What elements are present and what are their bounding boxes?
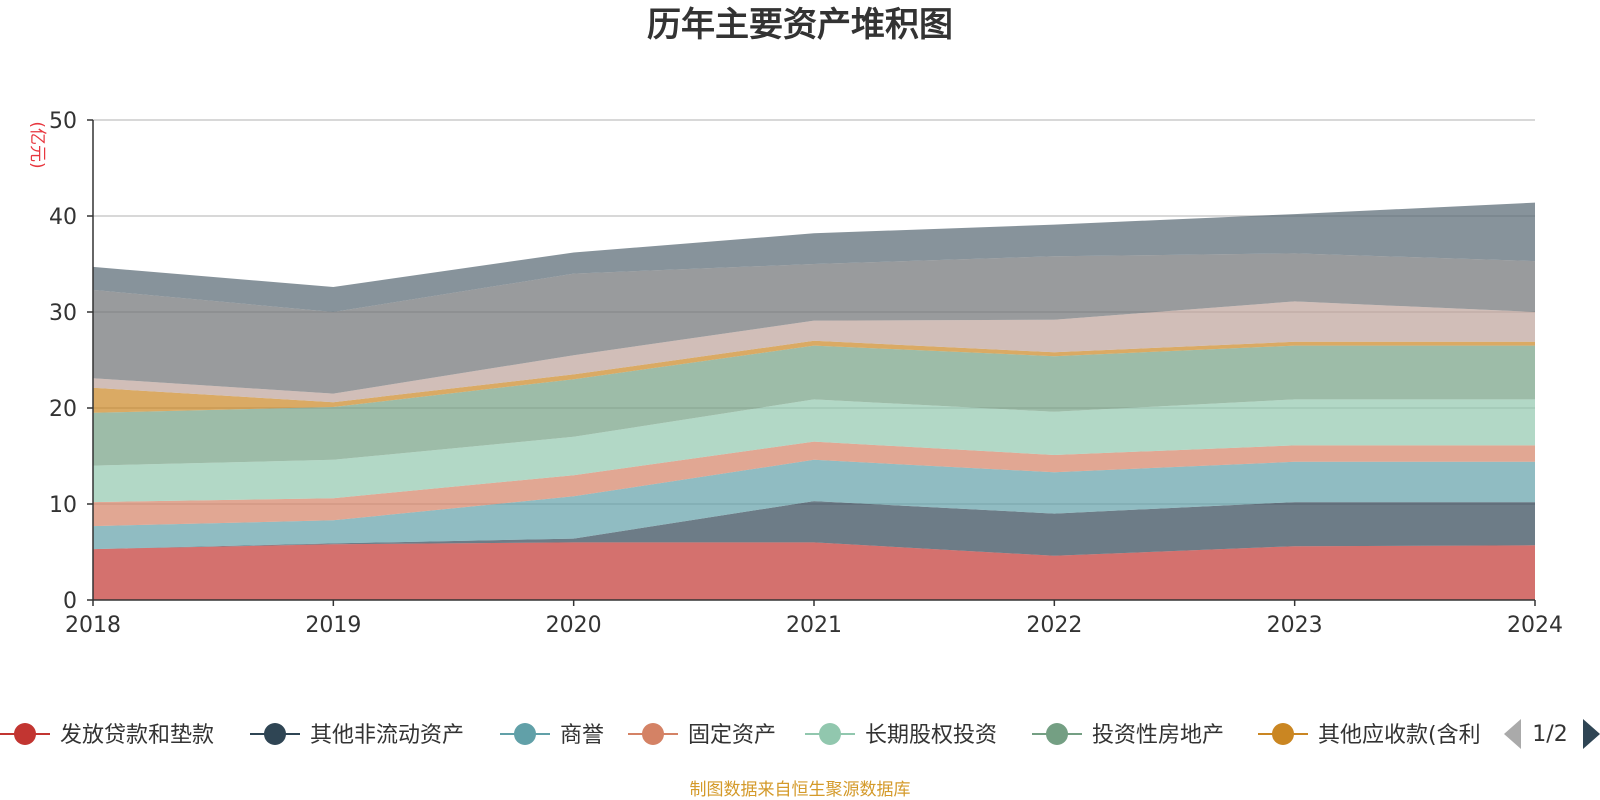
y-tick-label: 30 xyxy=(49,301,77,326)
area-series-8[interactable] xyxy=(93,301,1535,403)
area-series-5[interactable] xyxy=(93,399,1535,503)
y-tick-label: 40 xyxy=(49,205,77,230)
legend[interactable]: 发放贷款和垫款 其他非流动资产 商誉 固定资产 长期股权投资 投资性房地产 其他应收款(含利 xyxy=(0,723,1481,748)
x-tick-label: 2019 xyxy=(305,613,361,638)
source-note: 制图数据来自恒生聚源数据库 xyxy=(690,780,911,800)
y-tick-label: 10 xyxy=(49,493,77,518)
area-series-4[interactable] xyxy=(93,441,1535,527)
legend-items: 发放贷款和垫款 其他非流动资产 商誉 固定资产 长期股权投资 投资性房地产 其他应收款(含利 xyxy=(0,723,1481,748)
legend-marker-icon xyxy=(1272,723,1294,745)
legend-marker-icon xyxy=(1046,723,1068,745)
legend-pager[interactable]: 1/2 xyxy=(1504,719,1600,749)
chart-title: 历年主要资产堆积图 xyxy=(647,5,953,45)
legend-marker-icon xyxy=(642,723,664,745)
legend-item[interactable]: 商誉 xyxy=(500,723,604,748)
legend-label: 发放贷款和垫款 xyxy=(60,723,214,748)
x-tick-label: 2024 xyxy=(1507,613,1563,638)
pager-label: 1/2 xyxy=(1532,722,1567,747)
area-series-6[interactable] xyxy=(93,345,1535,466)
legend-item[interactable]: 发放贷款和垫款 xyxy=(0,723,214,748)
x-tick-label: 2020 xyxy=(546,613,602,638)
pager-next-icon[interactable] xyxy=(1583,719,1600,749)
legend-item[interactable]: 其他应收款(含利 xyxy=(1258,723,1481,748)
legend-item[interactable]: 其他非流动资产 xyxy=(250,723,464,748)
area-series-9[interactable] xyxy=(93,253,1535,394)
y-unit-label: (亿元) xyxy=(27,121,47,168)
legend-label: 其他非流动资产 xyxy=(310,723,464,748)
legend-item[interactable]: 投资性房地产 xyxy=(1032,723,1224,748)
area-series-7[interactable] xyxy=(93,340,1535,413)
area-series-10[interactable] xyxy=(93,202,1535,312)
y-tick-label: 0 xyxy=(63,589,77,614)
legend-label: 其他应收款(含利 xyxy=(1318,723,1481,748)
legend-marker-icon xyxy=(264,723,286,745)
axes: 0 10 20 30 40 50 2018 2019 2020 2021 2022 2023 2024 xyxy=(49,109,1563,638)
legend-label: 固定资产 xyxy=(688,723,776,748)
area-series-1[interactable] xyxy=(93,542,1535,600)
x-tick-label: 2023 xyxy=(1267,613,1323,638)
legend-marker-icon xyxy=(14,723,36,745)
legend-label: 投资性房地产 xyxy=(1092,723,1224,748)
legend-item[interactable]: 固定资产 xyxy=(628,723,776,748)
x-tick-label: 2018 xyxy=(65,613,121,638)
legend-label: 长期股权投资 xyxy=(865,723,997,748)
legend-label: 商誉 xyxy=(560,723,604,748)
area-series-2[interactable] xyxy=(93,501,1535,556)
legend-item[interactable]: 长期股权投资 xyxy=(805,723,997,748)
area-series-3[interactable] xyxy=(93,459,1535,550)
legend-marker-icon xyxy=(819,723,841,745)
area-series xyxy=(93,202,1535,600)
x-tick-label: 2021 xyxy=(786,613,842,638)
y-tick-label: 20 xyxy=(49,397,77,422)
pager-prev-icon[interactable] xyxy=(1504,719,1521,749)
legend-marker-icon xyxy=(514,723,536,745)
y-tick-label: 50 xyxy=(49,109,77,134)
x-tick-label: 2022 xyxy=(1026,613,1082,638)
